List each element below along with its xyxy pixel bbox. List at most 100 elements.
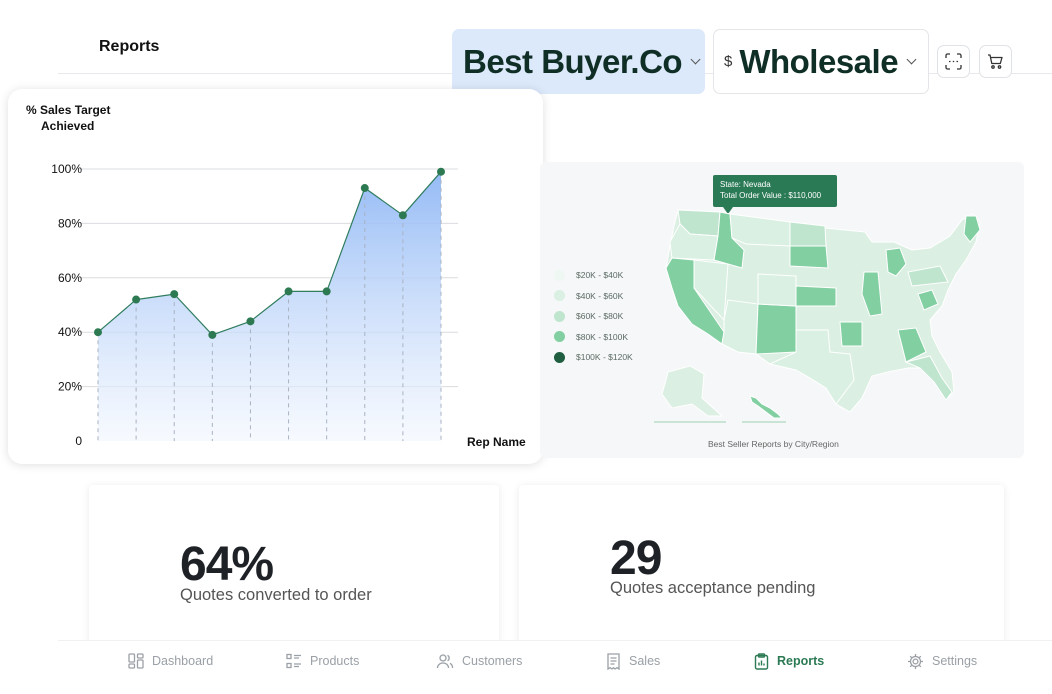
scan-icon — [945, 53, 962, 70]
state-maine[interactable] — [963, 215, 981, 243]
state-alaska[interactable] — [661, 365, 724, 417]
y-tick-label: 60% — [58, 271, 82, 285]
state-montana[interactable] — [729, 213, 791, 247]
legend-swatch — [554, 331, 565, 343]
users-icon — [436, 654, 454, 669]
nav-label: Dashboard — [152, 654, 214, 668]
data-point[interactable] — [322, 287, 331, 296]
state-kansas[interactable] — [795, 285, 837, 307]
buyer-select[interactable]: Best Buyer.Co — [452, 29, 705, 94]
page-title: Reports — [99, 38, 160, 55]
y-tick-label: 20% — [58, 380, 82, 394]
bottom-nav: Dashboard Products Customers Sales Repor… — [58, 640, 1052, 694]
state-texas[interactable] — [768, 329, 855, 405]
map-legend: $20K - $40K $40K - $60K $60K - $80K $80K… — [554, 265, 633, 368]
legend-label: $80K - $100K — [576, 331, 628, 342]
legend-label: $100K - $120K — [576, 352, 633, 363]
usa-choropleth-map — [654, 209, 981, 423]
dashboard-icon — [128, 653, 144, 669]
clipboard-icon — [754, 652, 769, 670]
tooltip-state: State: Nevada — [720, 180, 771, 189]
stat-label: Quotes acceptance pending — [610, 579, 816, 597]
chevron-down-icon — [690, 54, 701, 64]
chevron-down-icon — [906, 54, 917, 64]
series-line — [97, 171, 442, 336]
currency-symbol: $ — [724, 53, 733, 70]
nav-label: Reports — [777, 654, 825, 668]
map-tooltip: State: Nevada Total Order Value : $110,0… — [713, 175, 837, 214]
legend-swatch — [554, 310, 565, 322]
stat-label: Quotes converted to order — [180, 586, 372, 604]
legend-item: $100K - $120K — [554, 347, 633, 368]
state-hawaii[interactable] — [749, 395, 784, 419]
data-point[interactable] — [246, 317, 255, 326]
nav-item-reports[interactable]: Reports — [754, 641, 824, 681]
nav-label: Products — [310, 654, 360, 668]
buyer-select-value: Best Buyer.Co — [463, 42, 683, 80]
legend-item: $40K - $60K — [554, 286, 633, 307]
y-tick-label: 40% — [58, 325, 82, 339]
stat-value: 64% — [180, 538, 274, 591]
y-axis-title-line-1: % Sales Target — [26, 103, 110, 117]
state-new-mexico[interactable] — [755, 303, 797, 355]
state-illinois[interactable] — [861, 271, 883, 317]
receipt-icon — [607, 652, 620, 670]
area-fill — [98, 171, 441, 441]
stat-value: 29 — [610, 532, 662, 585]
y-tick-label: 80% — [58, 216, 82, 230]
legend-item: $80K - $100K — [554, 327, 633, 348]
legend-item: $60K - $80K — [554, 306, 633, 327]
state-arkansas[interactable] — [839, 321, 863, 347]
nav-label: Sales — [629, 654, 661, 668]
legend-swatch — [554, 290, 565, 302]
state-colorado[interactable] — [757, 273, 797, 307]
state-dakota-north[interactable] — [789, 221, 827, 247]
nav-item-customers[interactable]: Customers — [436, 641, 522, 681]
y-tick-label: 0 — [75, 434, 82, 448]
sales-target-chart: % Sales Target Achieved 100% 80% 60% 40% 20%… — [26, 103, 526, 449]
y-axis-title-line-2: Achieved — [41, 119, 94, 133]
nav-item-settings[interactable]: Settings — [907, 641, 977, 681]
data-point[interactable] — [132, 295, 141, 304]
legend-label: $40K - $60K — [576, 290, 624, 301]
data-point[interactable] — [208, 330, 217, 339]
legend-swatch — [554, 351, 565, 363]
legend-item: $20K - $40K — [554, 265, 633, 286]
price-list-select[interactable]: $ Wholesale — [713, 29, 929, 94]
price-list-value: Wholesale — [739, 42, 899, 80]
best-seller-map-card: State: Nevada Total Order Value : $110,0… — [540, 162, 1024, 458]
nav-label: Customers — [462, 654, 523, 668]
stat-card-conversion: 64% Quotes converted to order — [89, 485, 499, 645]
state-dakota-south[interactable] — [789, 245, 829, 269]
data-point[interactable] — [360, 184, 369, 193]
data-point[interactable] — [94, 328, 102, 337]
data-point[interactable] — [437, 167, 445, 176]
legend-label: $60K - $80K — [576, 311, 624, 322]
state-michigan[interactable] — [885, 247, 907, 277]
state-georgia[interactable] — [897, 327, 927, 363]
legend-swatch — [554, 269, 565, 281]
nav-item-sales[interactable]: Sales — [606, 641, 660, 681]
legend-label: $20K - $40K — [576, 270, 624, 281]
state-great-lakes[interactable] — [907, 265, 949, 287]
y-tick-label: 100% — [51, 162, 82, 176]
nav-item-products[interactable]: Products — [286, 641, 359, 681]
cart-button[interactable] — [979, 45, 1012, 78]
state-west-virginia[interactable] — [917, 289, 939, 311]
x-axis-title: Rep Name — [467, 435, 526, 449]
list-icon — [286, 653, 301, 669]
nav-item-dashboard[interactable]: Dashboard — [128, 641, 213, 681]
scan-button[interactable] — [937, 45, 970, 78]
data-point[interactable] — [284, 287, 293, 296]
data-point[interactable] — [170, 290, 179, 299]
sales-target-chart-card: % Sales Target Achieved 100% 80% 60% 40% 20%… — [8, 89, 543, 464]
tooltip-pointer — [723, 207, 733, 214]
cart-icon — [988, 54, 1003, 69]
map-caption: Best Seller Reports by City/Region — [708, 439, 839, 449]
tooltip-order-value: Total Order Value : $110,000 — [720, 191, 822, 200]
state-florida[interactable] — [904, 355, 953, 401]
state-arizona[interactable] — [721, 299, 759, 355]
data-point[interactable] — [398, 211, 407, 220]
nav-label: Settings — [932, 654, 978, 668]
